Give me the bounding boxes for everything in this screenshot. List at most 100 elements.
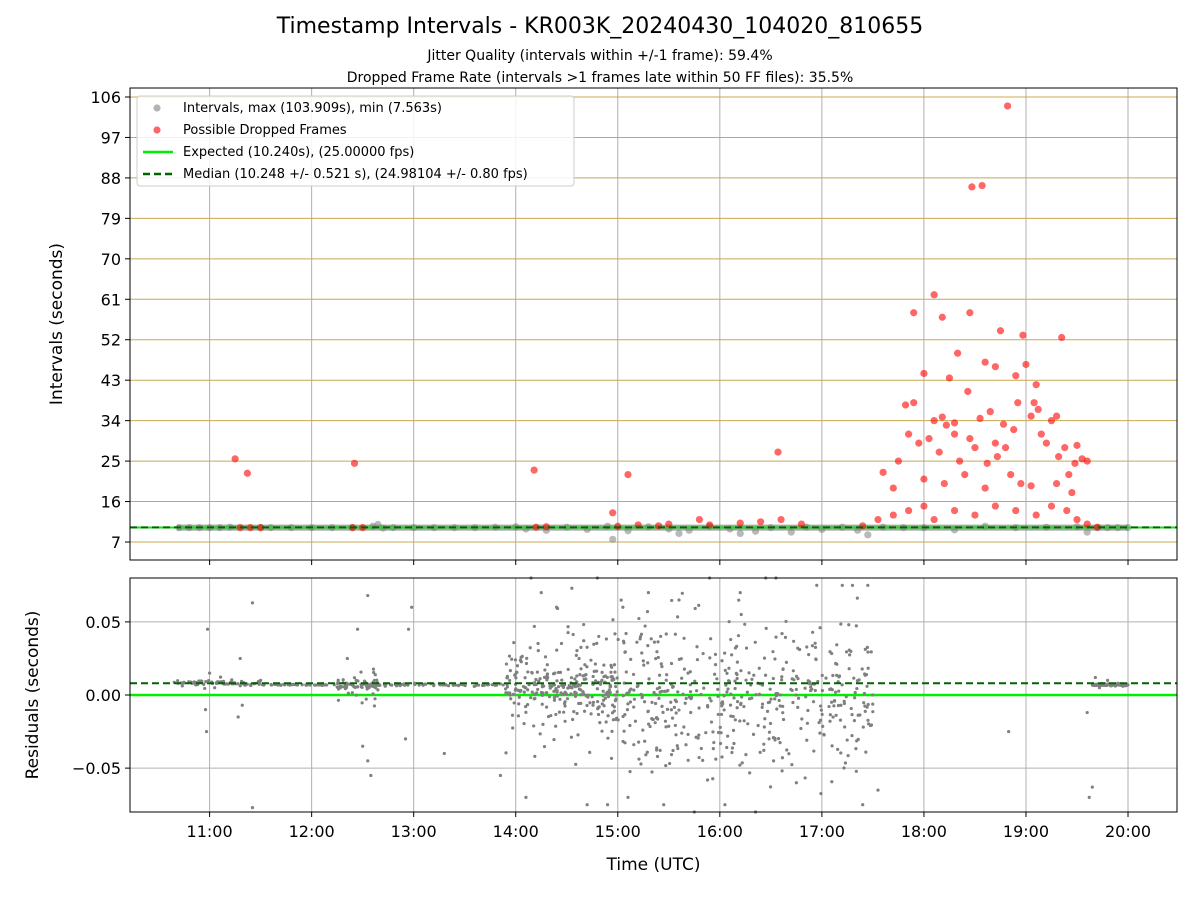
residual-point	[689, 710, 693, 715]
residual-point	[573, 677, 577, 681]
dropped-frame-point	[1004, 102, 1012, 110]
residual-point	[734, 671, 738, 676]
residual-point	[828, 687, 832, 691]
residual-point	[732, 696, 736, 700]
residual-point	[512, 701, 516, 705]
residual-point	[417, 683, 421, 687]
residual-point	[735, 660, 740, 664]
residual-point	[733, 646, 738, 650]
residual-point	[541, 722, 545, 726]
residual-point	[545, 691, 549, 695]
residual-point	[571, 632, 575, 637]
residual-point	[560, 678, 564, 682]
dropped-frame-point	[986, 408, 994, 416]
residual-point	[670, 598, 674, 603]
residual-point	[608, 685, 612, 689]
intervals-y-axis-label: Intervals (seconds)	[47, 243, 67, 405]
residual-point	[637, 740, 641, 744]
residual-point	[840, 683, 844, 687]
residual-point	[675, 744, 679, 748]
dropped-frame-point	[1032, 381, 1040, 389]
residual-point	[501, 683, 505, 687]
residual-point	[516, 714, 521, 718]
residual-point	[524, 710, 528, 714]
residual-point	[354, 693, 359, 697]
residual-point	[660, 689, 664, 693]
dropped-frame-point	[231, 455, 239, 463]
residual-point	[570, 686, 574, 690]
residual-point	[855, 596, 859, 600]
residual-point	[847, 623, 851, 627]
residual-point	[807, 653, 811, 657]
residual-point	[372, 704, 377, 708]
residual-point	[835, 673, 839, 677]
residual-point	[584, 677, 588, 681]
residual-point	[626, 702, 630, 706]
residual-point	[609, 670, 613, 674]
residual-point	[836, 747, 840, 751]
residual-point	[674, 733, 678, 737]
residual-point	[763, 717, 767, 721]
residual-point	[518, 658, 523, 662]
y-tick-label: 61	[101, 290, 121, 309]
residual-point	[632, 688, 636, 692]
residual-point	[628, 769, 632, 774]
dropped-frame-point	[1022, 360, 1030, 369]
residual-point	[512, 641, 516, 645]
dropped-frame-point	[879, 468, 887, 476]
residual-point	[623, 650, 627, 654]
residual-point	[725, 745, 729, 750]
residual-point	[686, 758, 690, 762]
residual-point	[697, 603, 701, 608]
residual-point	[699, 746, 703, 751]
residual-point	[818, 718, 823, 722]
residual-point	[516, 688, 520, 692]
residual-point	[682, 725, 686, 729]
residual-point	[808, 689, 813, 693]
residual-point	[718, 741, 723, 746]
residual-point	[560, 683, 564, 688]
residual-point	[352, 676, 357, 680]
dropped-frame-point	[1073, 441, 1081, 449]
residual-point	[545, 674, 549, 678]
residual-point	[833, 690, 838, 694]
dropped-frame-point	[1083, 457, 1091, 465]
residual-point	[538, 677, 542, 681]
residual-point	[767, 730, 772, 734]
residual-point	[556, 685, 561, 689]
residual-point	[579, 701, 583, 705]
residual-point	[359, 670, 363, 674]
residual-point	[720, 704, 724, 708]
residual-point	[548, 686, 552, 690]
residual-point	[625, 691, 629, 695]
x-tick-label: 17:00	[799, 822, 845, 841]
residual-point	[588, 750, 592, 754]
residual-point	[680, 676, 684, 680]
residual-point	[713, 652, 718, 656]
residual-point	[645, 750, 649, 754]
residual-point	[595, 687, 599, 691]
residual-point	[837, 689, 841, 693]
residual-point	[862, 691, 867, 696]
residual-point	[203, 708, 208, 712]
residual-point	[744, 646, 749, 650]
dropped-frame-point	[968, 183, 976, 191]
residual-point	[853, 690, 857, 695]
dropped-frame-point	[1019, 331, 1027, 339]
residual-point	[688, 690, 693, 694]
residual-point	[682, 667, 687, 671]
residual-point	[669, 661, 674, 666]
residual-point	[548, 684, 552, 688]
residual-point	[540, 683, 545, 687]
dropped-frame-point	[542, 523, 550, 531]
dropped-frame-point	[243, 469, 251, 477]
residual-point	[850, 734, 854, 738]
residual-point	[565, 697, 570, 701]
residual-point	[701, 651, 705, 656]
residual-point	[628, 700, 633, 704]
intervals-axes-frame	[129, 87, 1178, 561]
residual-point	[669, 708, 673, 712]
dropped-frame-point	[350, 459, 359, 467]
dropped-frame-point	[797, 520, 806, 528]
residual-point	[672, 705, 677, 709]
